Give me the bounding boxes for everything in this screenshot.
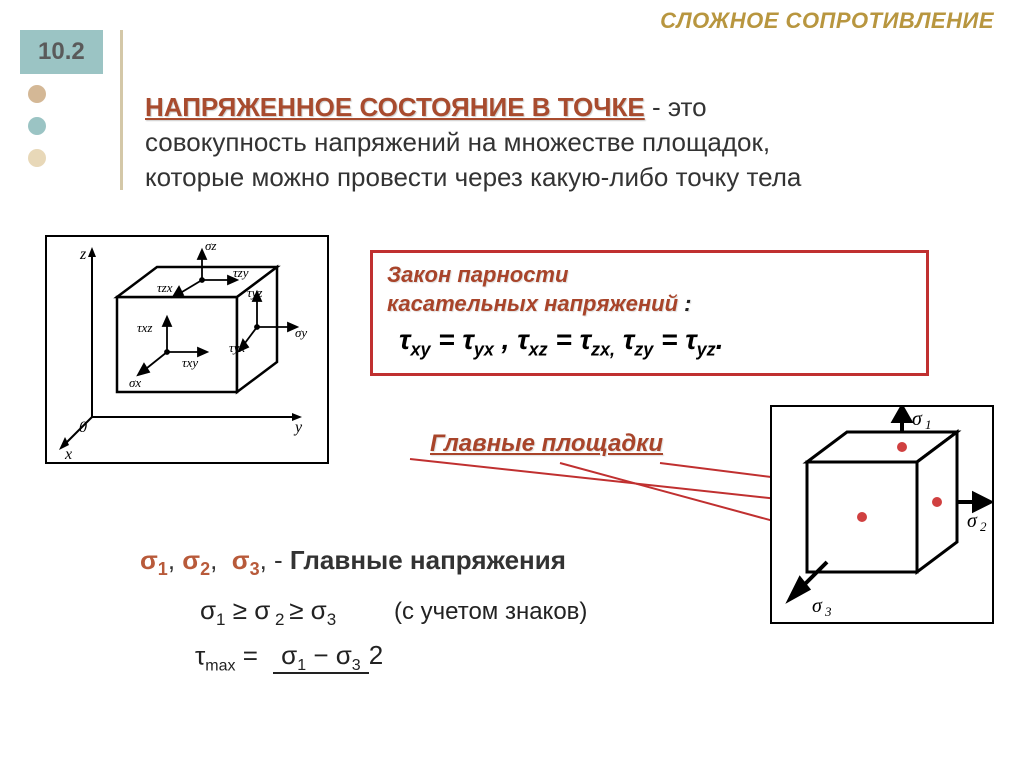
title-rest: - это xyxy=(645,92,707,122)
principal-stress-diagram: σ1 σ2 σ3 xyxy=(770,405,994,624)
sigma: σ xyxy=(140,545,158,575)
vertical-divider xyxy=(120,30,123,190)
sub: 2 xyxy=(200,559,210,579)
s: 3 xyxy=(352,657,361,674)
dash: , - xyxy=(260,545,290,575)
title-line3: которые можно провести через какую-либо … xyxy=(145,160,965,195)
svg-text:σy: σy xyxy=(295,325,307,340)
bullet-icon xyxy=(28,149,46,167)
eq-sub: yz xyxy=(697,340,716,360)
eq: τ xyxy=(623,324,634,355)
eq: = xyxy=(236,640,266,670)
svg-text:σ: σ xyxy=(967,510,978,532)
eq: = τ xyxy=(430,324,473,355)
title-line2: совокупность напряжений на множестве пло… xyxy=(145,125,965,160)
header-category: СЛОЖНОЕ СОПРОТИВЛЕНИЕ xyxy=(660,8,994,34)
svg-text:σ: σ xyxy=(912,408,923,430)
tau: τ xyxy=(195,640,205,670)
eq-sub: yx xyxy=(474,340,494,360)
svg-text:y: y xyxy=(293,419,303,436)
eq-sub: zy xyxy=(634,340,653,360)
n: σ xyxy=(281,640,297,670)
main-areas-label: Главные площадки xyxy=(430,430,663,458)
svg-text:σz: σz xyxy=(205,238,216,253)
s: 1 xyxy=(297,657,306,674)
tau-max-formula: τmax = σ1 − σ32 xyxy=(195,640,383,676)
den: 2 xyxy=(369,638,383,670)
svg-text:x: x xyxy=(64,446,72,462)
svg-text:τzy: τzy xyxy=(233,265,249,280)
bullet-icon xyxy=(28,85,46,103)
law-title-l1: Закон парности xyxy=(387,262,568,287)
principal-stresses-line: σ1, σ2, σ3, - Главные напряжения xyxy=(140,545,566,580)
bullet-icon xyxy=(28,117,46,135)
svg-text:0: 0 xyxy=(79,419,87,436)
decorative-bullets xyxy=(28,85,46,167)
eq xyxy=(615,324,623,355)
svg-text:σx: σx xyxy=(129,375,141,390)
comma: , xyxy=(168,545,182,575)
eq-sub: xz xyxy=(529,340,548,360)
inequality-note: (с учетом знаков) xyxy=(394,598,587,625)
sub: 3 xyxy=(250,559,260,579)
eq-sub: zx, xyxy=(591,340,615,360)
sub: 1 xyxy=(216,610,225,629)
svg-text:3: 3 xyxy=(824,604,832,619)
svg-text:τyx: τyx xyxy=(229,340,245,355)
inequality-line: σ1 ≥ σ 2 ≥ σ3 (с учетом знаков) xyxy=(200,595,587,630)
principal-label: Главные напряжения xyxy=(290,545,566,575)
title-block: НАПРЯЖЕННОЕ СОСТОЯНИЕ В ТОЧКЕ - это сово… xyxy=(145,90,965,195)
eq: τ xyxy=(517,324,528,355)
law-title-l2: касательных напряжений xyxy=(387,291,678,316)
law-colon: : xyxy=(678,291,691,316)
stress-cube-diagram: z y x 0 σz xyxy=(45,235,329,464)
sub: 1 xyxy=(158,559,168,579)
eq: = τ xyxy=(653,324,696,355)
svg-text:τxz: τxz xyxy=(137,320,152,335)
eq: = τ xyxy=(548,324,591,355)
title-strong: НАПРЯЖЕННОЕ СОСТОЯНИЕ В ТОЧКЕ xyxy=(145,92,645,122)
n: − σ xyxy=(306,640,352,670)
sigma: σ xyxy=(232,545,250,575)
section-number-badge: 10.2 xyxy=(20,30,103,74)
ge: ≥ σ xyxy=(289,595,327,625)
svg-text:τyz: τyz xyxy=(247,285,262,300)
sigma: σ xyxy=(182,545,200,575)
svg-text:2: 2 xyxy=(980,519,987,534)
svg-text:σ: σ xyxy=(812,595,823,617)
sub: 2 xyxy=(270,610,289,629)
sub: max xyxy=(205,658,235,675)
eq-sub: xy xyxy=(410,340,430,360)
ge: ≥ σ xyxy=(226,595,271,625)
law-box: Закон парности касательных напряжений : … xyxy=(370,250,929,376)
sub: 3 xyxy=(327,610,336,629)
svg-text:τxy: τxy xyxy=(182,355,198,370)
svg-text:1: 1 xyxy=(925,417,932,432)
svg-text:τzx: τzx xyxy=(157,280,173,295)
svg-text:z: z xyxy=(79,246,87,263)
eq: τ xyxy=(399,324,410,355)
sigma: σ xyxy=(200,595,216,625)
eq: . xyxy=(716,324,724,355)
eq: , xyxy=(494,324,517,355)
comma: , xyxy=(210,545,224,575)
